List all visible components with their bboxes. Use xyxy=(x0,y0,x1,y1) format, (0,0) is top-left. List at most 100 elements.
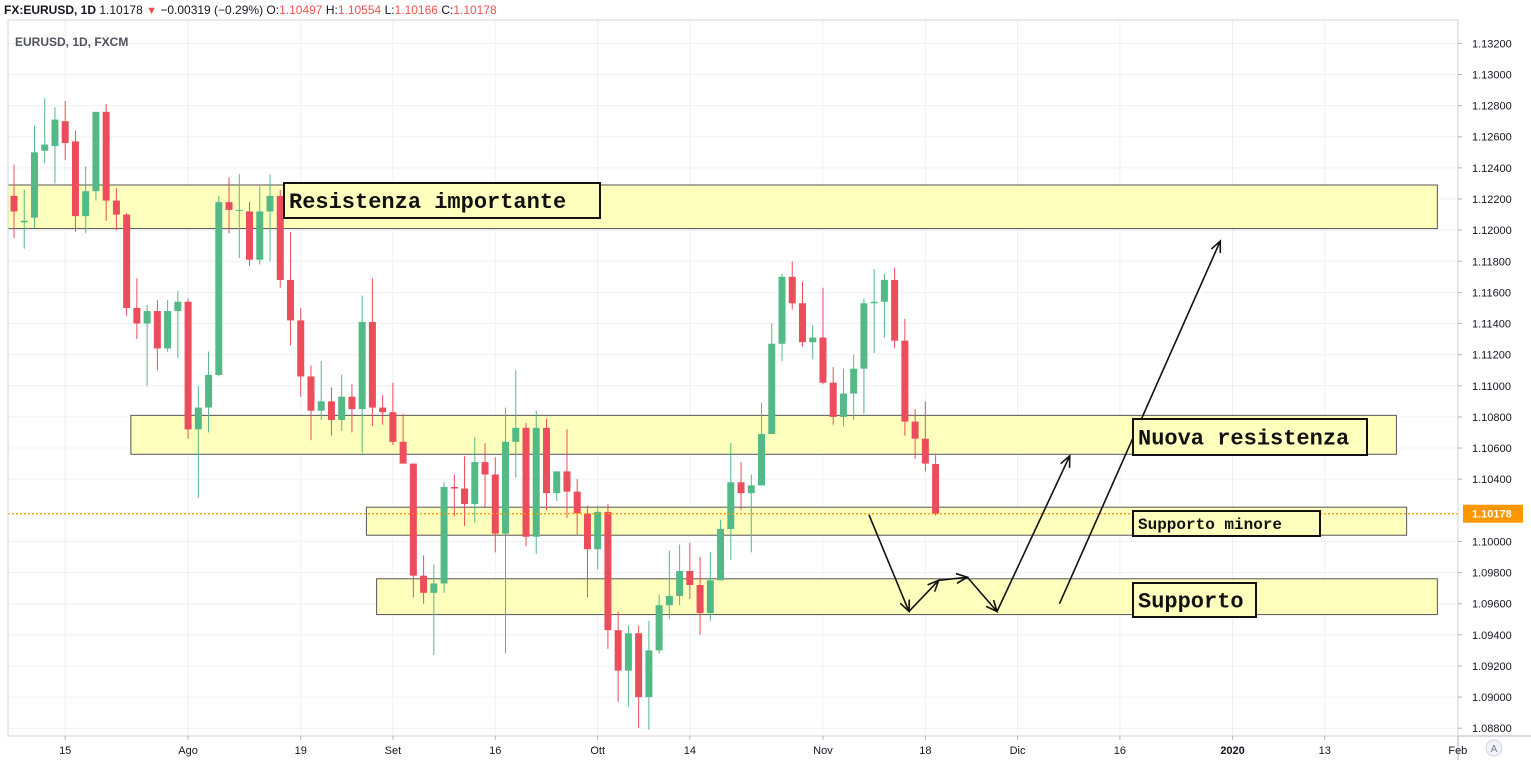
candle xyxy=(471,437,479,523)
label-text: Supporto minore xyxy=(1138,516,1282,534)
candle xyxy=(706,552,714,621)
candle-body xyxy=(297,320,305,377)
projection-segment xyxy=(868,514,910,612)
candle-body xyxy=(440,486,448,584)
candle xyxy=(266,174,274,262)
price-axis[interactable]: 1.13200 1.13000 1.12800 1.12600 1.12400 1.122… xyxy=(1458,38,1523,735)
candle-body xyxy=(829,382,837,417)
candle xyxy=(522,423,530,547)
candle xyxy=(123,213,131,316)
plot-border xyxy=(7,19,1459,737)
candle xyxy=(246,202,254,266)
candle-body xyxy=(235,209,243,211)
symbol-name[interactable]: FX:EURUSD, 1D xyxy=(4,3,97,17)
candle-body xyxy=(30,152,38,218)
candle xyxy=(604,504,612,649)
candle xyxy=(860,298,868,414)
candle-body xyxy=(82,191,90,217)
high-value: 1.10554 xyxy=(337,3,382,17)
y-tick-label: 1.09200 xyxy=(1472,661,1512,673)
auto-scale-button-bg[interactable] xyxy=(1485,739,1503,757)
candle-body xyxy=(706,580,714,614)
candle xyxy=(174,290,182,358)
x-tick-label: Ott xyxy=(590,745,605,757)
candle xyxy=(788,261,796,310)
candle xyxy=(553,471,561,501)
candle xyxy=(420,555,428,604)
label-text: Resistenza importante xyxy=(289,190,566,215)
candle-body xyxy=(553,471,561,494)
candle-body xyxy=(860,303,868,369)
candle-body xyxy=(645,650,653,698)
candle-body xyxy=(471,462,479,505)
candle xyxy=(317,360,325,421)
candle xyxy=(194,385,202,498)
projection-segment xyxy=(938,576,968,582)
candle xyxy=(409,463,417,598)
candle xyxy=(10,164,18,238)
candle-body xyxy=(225,202,233,210)
candle xyxy=(368,278,376,427)
candle-body xyxy=(665,595,673,606)
candle-body xyxy=(891,279,899,341)
candle xyxy=(143,304,151,386)
y-tick-label: 1.10000 xyxy=(1472,536,1512,548)
candle-body xyxy=(481,462,489,475)
candle-body xyxy=(430,583,438,593)
chart-grid xyxy=(8,20,1459,736)
y-tick-label: 1.10600 xyxy=(1472,443,1512,455)
open-value: 1.10497 xyxy=(279,3,323,17)
chart-frame xyxy=(7,19,1531,760)
candle-body xyxy=(143,311,151,324)
candle xyxy=(41,97,49,164)
x-tick-label: 16 xyxy=(1114,745,1126,757)
time-axis[interactable]: 15 Ago 19 Set 16 Ott 14 Nov 18 Dic 16 2020 13 Feb A xyxy=(59,736,1503,757)
candle xyxy=(594,505,602,570)
symbol-header: FX:EURUSD, 1D 1.10178 ▼ −0.00319 (−0.29%… xyxy=(4,3,497,17)
candle-body xyxy=(491,474,499,534)
y-tick-label: 1.11200 xyxy=(1472,350,1511,362)
candle xyxy=(389,382,397,445)
candle xyxy=(839,368,847,427)
label-box xyxy=(283,182,601,219)
candle-body xyxy=(901,340,909,422)
candle xyxy=(870,269,878,354)
candle-body xyxy=(327,401,335,421)
candle xyxy=(235,174,243,259)
high-label: H: xyxy=(325,3,338,17)
candle xyxy=(635,625,643,729)
candle-body xyxy=(768,343,776,435)
candle xyxy=(911,409,919,459)
candle xyxy=(450,474,458,517)
candle xyxy=(758,402,766,486)
candle-body xyxy=(164,311,172,349)
last-price-badge-bg xyxy=(1463,504,1523,523)
candle-body xyxy=(532,427,540,537)
candle xyxy=(102,104,110,221)
candle-body xyxy=(41,144,49,151)
y-tick-label: 1.09600 xyxy=(1472,599,1512,611)
candle xyxy=(768,323,776,435)
x-tick-label: Dic xyxy=(1010,745,1026,757)
candle xyxy=(502,407,510,654)
candle-body xyxy=(71,141,79,217)
candle-body xyxy=(338,396,346,421)
candle-body xyxy=(10,195,18,212)
price-change: −0.00319 (−0.29%) xyxy=(160,3,264,17)
candle xyxy=(727,443,735,561)
auto-scale-button[interactable]: A xyxy=(1485,739,1503,757)
candle-body xyxy=(20,220,28,223)
candle xyxy=(491,457,499,553)
candle-body xyxy=(604,511,612,631)
candle xyxy=(542,418,550,511)
down-arrow-icon: ▼ xyxy=(146,5,157,17)
open-label: O: xyxy=(266,3,280,17)
candle xyxy=(379,395,387,425)
candle-body xyxy=(911,421,919,439)
close-value: 1.10178 xyxy=(453,3,497,17)
candle xyxy=(358,295,366,453)
auto-scale-button-label[interactable]: A xyxy=(1491,744,1498,755)
candle-body xyxy=(676,571,684,596)
candle xyxy=(532,410,540,554)
